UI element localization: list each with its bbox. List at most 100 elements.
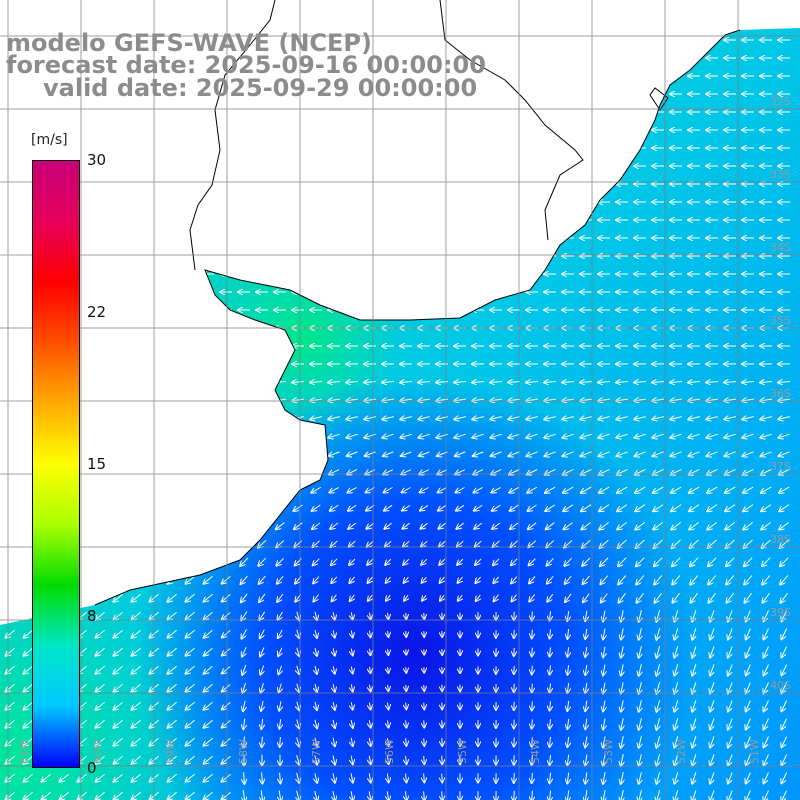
wind-arrow [585, 772, 587, 783]
wind-arrow [222, 684, 231, 692]
wind-arrow [490, 434, 502, 438]
wind-arrow [95, 575, 105, 584]
wind-arrow [95, 791, 105, 800]
wind-arrow [369, 773, 370, 783]
wind-arrow [238, 417, 250, 420]
wind-arrow [761, 504, 772, 512]
wind-arrow [280, 772, 281, 784]
wind-arrow [333, 701, 335, 710]
wind-arrow [297, 755, 300, 765]
wind-arrow [401, 452, 412, 456]
wind-arrow [550, 701, 551, 710]
wind-arrow [59, 791, 69, 800]
wind-arrow [639, 736, 642, 748]
wind-arrow [112, 417, 124, 420]
wind-arrow [656, 700, 659, 712]
wind-arrow [781, 664, 788, 676]
wind-arrow [688, 382, 701, 383]
wind-arrow [168, 557, 177, 567]
wind-arrow [131, 629, 141, 638]
wind-arrow [297, 647, 299, 656]
wind-arrow [688, 417, 700, 420]
wind-arrow [23, 755, 33, 764]
wind-arrow [674, 628, 677, 639]
wind-arrow [780, 557, 789, 567]
wind-arrow [386, 576, 391, 583]
wind-arrow [274, 417, 286, 420]
wind-arrow [388, 630, 389, 637]
wind-arrow [5, 719, 15, 728]
wind-arrow [258, 540, 267, 547]
longitude-label: 58W [236, 739, 250, 764]
wind-arrow [238, 382, 251, 383]
wind-arrow [167, 683, 177, 692]
wind-arrow [583, 593, 590, 603]
wind-arrow [241, 611, 248, 621]
wind-arrow [494, 594, 499, 602]
wind-arrow [654, 575, 663, 584]
wind-arrow [166, 434, 178, 438]
wind-arrow [310, 382, 323, 383]
wind-arrow [639, 682, 642, 694]
wind-arrow [404, 594, 408, 601]
wind-arrow [585, 736, 587, 748]
wind-arrow [599, 486, 610, 493]
wind-arrow [368, 594, 372, 601]
wind-arrow [652, 382, 665, 383]
wind-arrow [311, 486, 322, 492]
wind-arrow [762, 557, 771, 567]
wind-arrow [293, 504, 303, 511]
wind-arrow [203, 773, 213, 782]
wind-arrow [724, 382, 737, 383]
wind-arrow [203, 575, 213, 584]
wind-arrow [761, 486, 772, 493]
wind-arrow [5, 773, 15, 782]
wind-arrow [258, 522, 267, 530]
wind-arrow [529, 558, 536, 566]
wind-arrow [166, 382, 179, 383]
wind-arrow [781, 628, 788, 640]
wind-arrow [185, 522, 196, 529]
wind-arrow [599, 504, 610, 512]
wind-arrow [473, 486, 483, 492]
wind-arrow [509, 486, 520, 492]
wind-arrow [692, 664, 696, 675]
wind-arrow [418, 434, 430, 437]
wind-arrow [95, 755, 105, 764]
wind-arrow [532, 611, 533, 621]
wind-arrow [545, 504, 555, 511]
wind-arrow [297, 701, 299, 711]
wind-arrow [403, 558, 410, 565]
wind-arrow [130, 434, 142, 438]
latitude-label: 32S [770, 95, 791, 108]
wind-arrow [203, 737, 213, 746]
wind-arrow [239, 486, 250, 493]
wind-arrow [728, 700, 733, 711]
wind-arrow [167, 737, 177, 746]
wind-arrow [185, 701, 195, 710]
wind-arrow [388, 684, 389, 691]
wind-arrow [346, 417, 358, 420]
wind-arrow [580, 417, 592, 420]
wind-arrow [493, 540, 500, 547]
wind-arrow [532, 719, 533, 728]
wind-arrow [351, 737, 353, 746]
wind-arrow [653, 522, 664, 529]
wind-arrow [710, 718, 714, 729]
wind-arrow [330, 504, 339, 511]
wind-arrow [404, 576, 409, 583]
wind-arrow [131, 611, 141, 620]
wind-arrow [185, 773, 195, 782]
wind-arrow [438, 487, 447, 493]
wind-arrow [726, 592, 734, 603]
wind-arrow [256, 434, 268, 438]
wind-arrow [508, 434, 520, 438]
wind-arrow [95, 701, 105, 710]
wind-arrow [585, 610, 587, 621]
wind-arrow [545, 486, 556, 493]
wind-arrow [131, 665, 141, 674]
wind-arrow [508, 382, 521, 383]
wind-arrow [439, 558, 446, 565]
wind-arrow [510, 504, 519, 511]
wind-arrow [764, 628, 769, 640]
